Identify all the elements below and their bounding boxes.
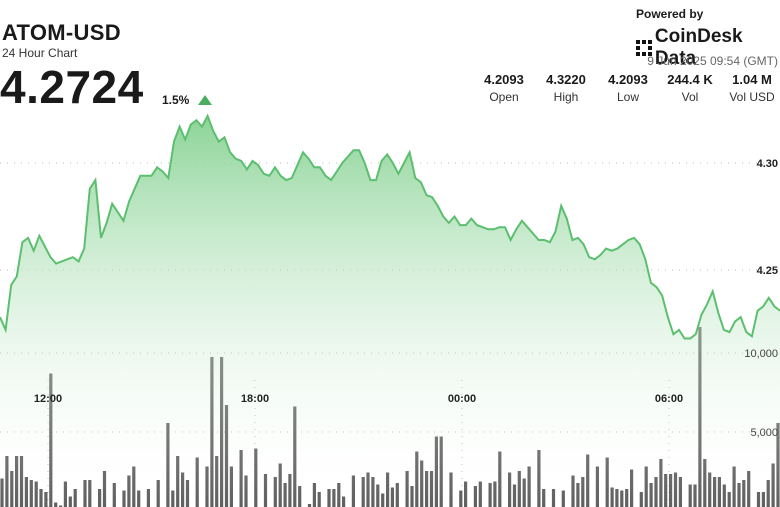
stat-vol-usd: 1.04 M Vol USD <box>724 72 780 104</box>
stat-value: 4.2093 <box>484 72 524 87</box>
x-tick-label: 06:00 <box>655 393 683 405</box>
stat-value: 1.04 M <box>732 72 772 87</box>
stat-low: 4.2093 Low <box>600 72 656 104</box>
x-tick-label: 00:00 <box>448 393 476 405</box>
stat-open: 4.2093 Open <box>476 72 532 104</box>
stat-value: 4.3220 <box>546 72 586 87</box>
volume-tick-label: 10,000 <box>744 348 778 360</box>
stats-row: 4.2093 Open 4.3220 High 4.2093 Low 244.4… <box>470 72 780 104</box>
stat-label: Open <box>489 90 519 104</box>
chart-subtitle: 24 Hour Chart <box>2 46 78 60</box>
stat-vol: 244.4 K Vol <box>662 72 718 104</box>
price-line <box>0 113 780 340</box>
up-arrow-icon <box>198 95 212 105</box>
brand-logo: CoinDesk Data <box>636 26 780 70</box>
volume-tick-label: 5,000 <box>750 427 778 439</box>
y-axis-ticks: 4.30 4.25 10,000 5,000 <box>744 158 778 439</box>
x-tick-label: 12:00 <box>34 393 62 405</box>
stat-label: Vol USD <box>729 90 775 104</box>
stat-value: 4.2093 <box>608 72 648 87</box>
stat-label: Vol <box>681 90 699 104</box>
y-tick-label: 4.25 <box>757 265 778 277</box>
x-axis-ticks: 12:00 18:00 00:00 06:00 <box>34 393 683 405</box>
stat-label: High <box>553 90 579 104</box>
powered-by-label: Powered by <box>636 7 704 21</box>
current-price: 4.2724 <box>0 61 144 113</box>
chart-header: ATOM-USD 24 Hour Chart <box>2 20 121 60</box>
coindesk-logo-icon <box>636 40 652 56</box>
stat-high: 4.3220 High <box>538 72 594 104</box>
y-tick-label: 4.30 <box>757 158 778 170</box>
timestamp: 9 Jun 2025 09:54 (GMT) <box>647 54 778 68</box>
stat-label: Low <box>616 90 639 104</box>
brand-name: CoinDesk Data <box>654 26 743 69</box>
stat-value: 244.4 K <box>667 72 713 87</box>
price-area <box>0 115 780 507</box>
pair-title: ATOM-USD <box>2 20 121 45</box>
price-change: 1.5% <box>162 93 190 107</box>
x-tick-label: 18:00 <box>241 393 269 405</box>
